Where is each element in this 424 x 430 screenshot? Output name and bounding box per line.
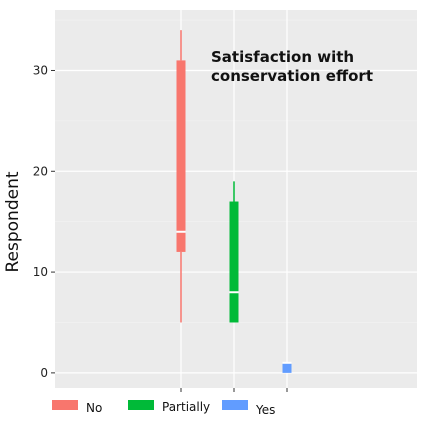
annotation-line-2: conservation effort	[211, 67, 373, 85]
annotation-line-1: Satisfaction with	[211, 48, 354, 66]
y-tick-label: 10	[33, 265, 48, 279]
y-axis: 0 10 20 30	[33, 63, 288, 392]
box-body	[176, 60, 186, 252]
box-no	[176, 30, 186, 323]
legend-item-no: No	[52, 400, 102, 415]
boxes	[176, 30, 292, 373]
box-body	[229, 201, 239, 323]
legend-swatch	[222, 400, 248, 410]
y-tick-label: 30	[33, 63, 48, 77]
y-axis-title: Respondent	[3, 171, 23, 272]
y-tick-label: 20	[33, 164, 48, 178]
legend-label: No	[86, 401, 102, 415]
legend-swatch	[52, 400, 78, 410]
legend-item-partially: Partially	[128, 400, 210, 414]
legend-item-yes: Yes	[222, 400, 275, 417]
legend: No Partially Yes	[52, 400, 275, 417]
box-partially	[229, 181, 239, 323]
y-tick-label: 0	[40, 366, 48, 380]
legend-swatch	[128, 400, 154, 410]
box-body	[282, 362, 292, 373]
legend-label: Partially	[162, 400, 210, 414]
plot-panel	[55, 10, 417, 388]
legend-label: Yes	[255, 403, 275, 417]
box-yes	[282, 361, 292, 373]
